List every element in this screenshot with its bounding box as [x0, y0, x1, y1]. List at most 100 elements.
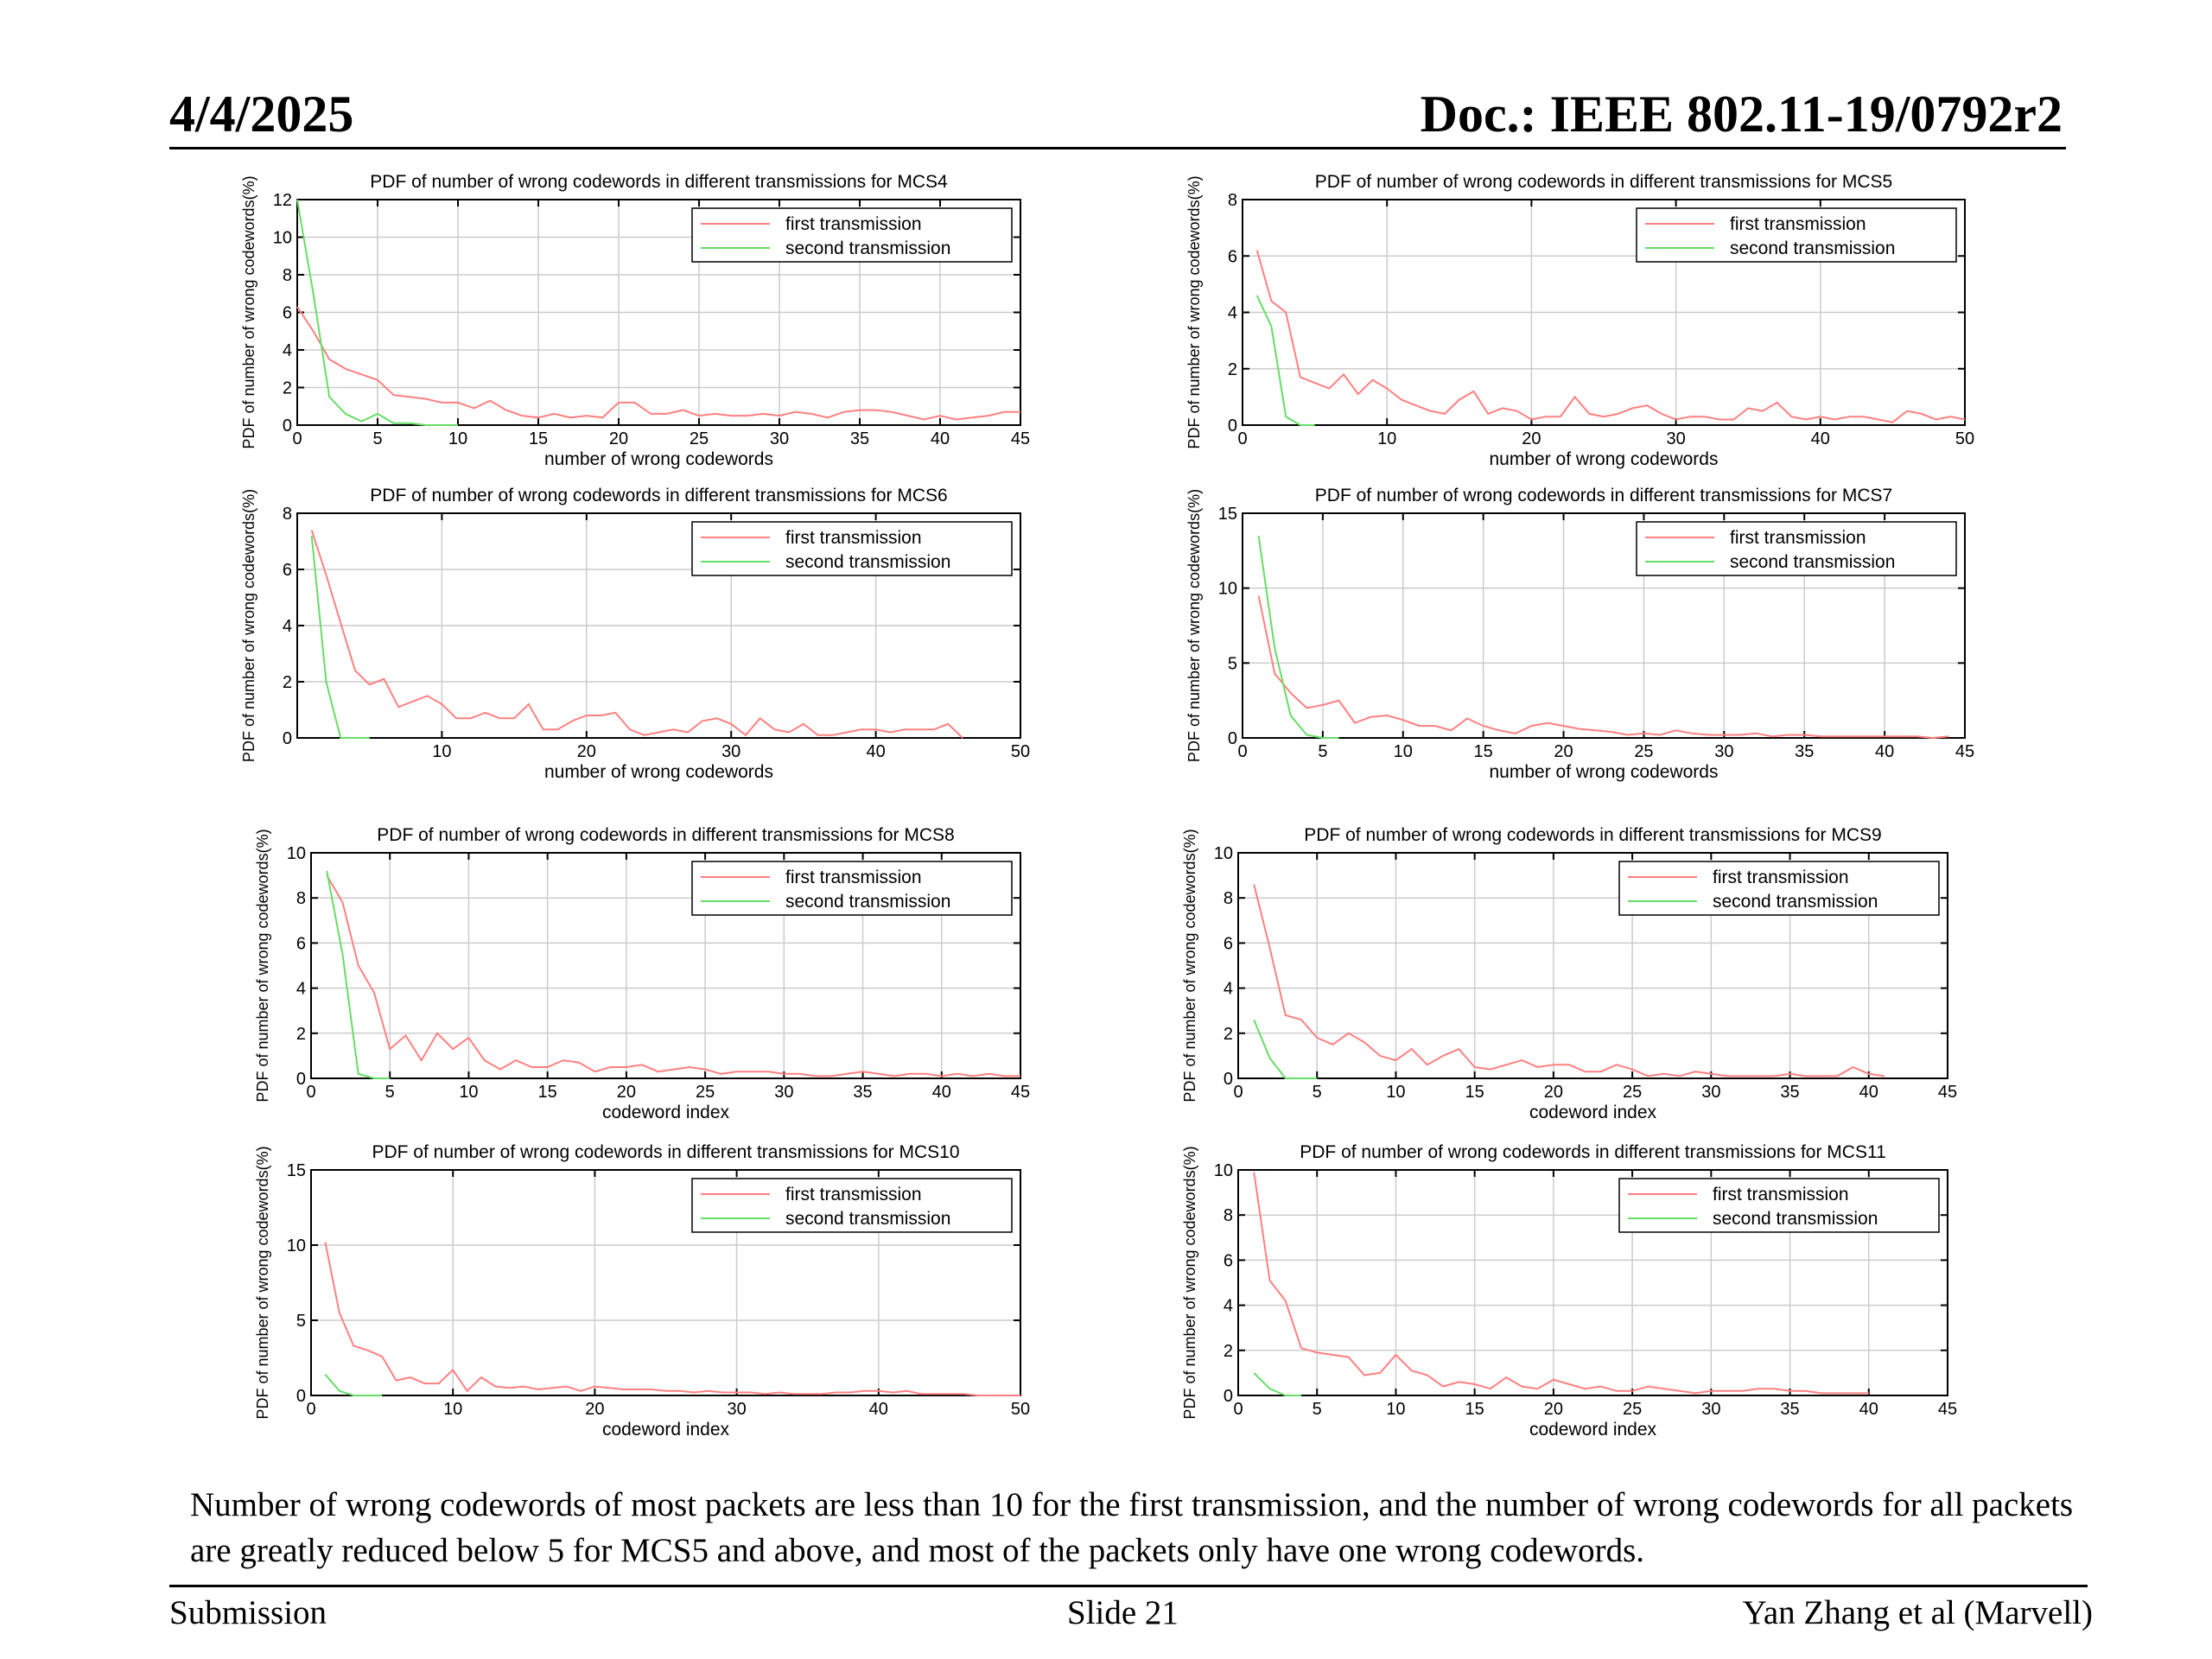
chart-title: PDF of number of wrong codewords in diff… — [1300, 1142, 1886, 1162]
y-tick-label: 6 — [1224, 1251, 1233, 1270]
x-tick-label: 20 — [1544, 1083, 1563, 1102]
x-tick-label: 20 — [617, 1083, 636, 1102]
footer-divider — [169, 1585, 2088, 1587]
y-tick-label: 15 — [287, 1161, 306, 1180]
y-tick-label: 2 — [1228, 360, 1237, 379]
legend-entry: first transmission — [1730, 528, 1866, 548]
chart-title: PDF of number of wrong codewords in diff… — [1304, 825, 1881, 845]
x-tick-label: 35 — [1780, 1083, 1799, 1102]
series-line-second-transmission — [1253, 1019, 1318, 1079]
series-line-second-transmission — [1255, 295, 1315, 426]
x-axis-label: codeword index — [1529, 1420, 1657, 1440]
axes-box — [1237, 1169, 1948, 1396]
x-tick-label: 30 — [1701, 1083, 1720, 1102]
y-tick-label: 4 — [283, 617, 292, 636]
x-tick-label: 10 — [1377, 429, 1396, 448]
x-tick-label: 25 — [690, 429, 709, 448]
x-tick-label: 35 — [1780, 1400, 1799, 1419]
legend-entry: second transmission — [1730, 552, 1895, 572]
x-tick-label: 30 — [721, 742, 741, 761]
footer-submission: Submission — [169, 1594, 327, 1631]
chart-8: 0 5 10 15 20 25 30 35 40 45 0 2 4 6 8 10 PDF of number o… — [1181, 1142, 1957, 1440]
x-tick-label: 50 — [1011, 742, 1030, 761]
series-line-first-transmission — [1253, 884, 1885, 1077]
y-tick-label: 5 — [1228, 654, 1237, 673]
legend-entry: first transmission — [785, 868, 922, 887]
chart-title: PDF of number of wrong codewords in diff… — [1315, 486, 1892, 505]
y-tick-label: 8 — [283, 266, 292, 285]
x-axis-label: number of wrong codewords — [544, 762, 773, 782]
x-tick-label: 10 — [1386, 1400, 1405, 1419]
x-tick-label: 25 — [1623, 1400, 1642, 1419]
summary-text: Number of wrong codewords of most packet… — [190, 1486, 2074, 1569]
x-tick-label: 45 — [1011, 429, 1030, 448]
x-tick-label: 5 — [385, 1083, 395, 1102]
x-tick-label: 0 — [1233, 1083, 1243, 1102]
x-tick-label: 45 — [1938, 1083, 1957, 1102]
x-tick-label: 5 — [1318, 742, 1327, 761]
legend-entry: second transmission — [1713, 1209, 1878, 1229]
legend-entry: first transmission — [785, 214, 922, 234]
x-tick-label: 50 — [1011, 1400, 1030, 1419]
y-tick-label: 2 — [296, 1025, 306, 1044]
x-tick-label: 45 — [1938, 1400, 1957, 1419]
x-tick-label: 20 — [1554, 742, 1573, 761]
x-axis-label: number of wrong codewords — [1490, 762, 1719, 782]
x-axis-label: codeword index — [602, 1103, 730, 1122]
x-tick-label: 25 — [1623, 1083, 1642, 1102]
x-tick-label: 10 — [1394, 742, 1413, 761]
series-line-first-transmission — [1253, 1172, 1869, 1395]
y-tick-label: 8 — [1224, 1206, 1233, 1225]
x-tick-label: 5 — [1313, 1083, 1322, 1102]
y-tick-label: 4 — [283, 341, 292, 360]
y-axis-label: PDF of number of wrong codewords(%) — [1181, 829, 1198, 1102]
x-tick-label: 35 — [850, 429, 869, 448]
y-tick-label: 10 — [287, 844, 306, 863]
y-tick-label: 10 — [1214, 844, 1233, 863]
y-tick-label: 2 — [283, 379, 292, 398]
legend-box — [1618, 1178, 1940, 1233]
chart-7: 0 10 20 30 40 50 0 5 10 15 PDF of number of wrong … — [254, 1142, 1030, 1440]
y-tick-label: 0 — [1228, 416, 1237, 435]
y-tick-label: 0 — [283, 729, 292, 748]
x-tick-label: 0 — [1237, 742, 1247, 761]
series-line-second-transmission — [1253, 1372, 1301, 1396]
x-tick-label: 40 — [869, 1400, 888, 1419]
x-tick-label: 15 — [1474, 742, 1493, 761]
x-tick-label: 25 — [696, 1083, 715, 1102]
y-tick-label: 0 — [296, 1070, 306, 1089]
x-tick-label: 10 — [459, 1083, 478, 1102]
y-axis-label: PDF of number of wrong codewords(%) — [254, 829, 271, 1102]
x-tick-label: 30 — [1714, 742, 1733, 761]
chart-5: 0 5 10 15 20 25 30 35 40 45 0 2 4 6 8 10 PDF of number o… — [254, 825, 1030, 1122]
x-tick-label: 40 — [866, 742, 885, 761]
x-tick-label: 10 — [432, 742, 451, 761]
y-tick-label: 8 — [1228, 191, 1237, 210]
legend-box — [691, 521, 1013, 576]
x-tick-label: 30 — [774, 1083, 793, 1102]
y-tick-label: 6 — [1228, 247, 1237, 266]
y-tick-label: 6 — [283, 561, 292, 580]
chart-title: PDF of number of wrong codewords in diff… — [370, 172, 948, 192]
legend-box — [1618, 861, 1940, 916]
x-tick-label: 15 — [1465, 1400, 1484, 1419]
x-tick-label: 20 — [1522, 429, 1541, 448]
legend-entry: second transmission — [785, 552, 950, 572]
x-tick-label: 45 — [1955, 742, 1974, 761]
y-tick-label: 2 — [1224, 1342, 1233, 1361]
x-tick-label: 40 — [1811, 429, 1830, 448]
chart-6: 0 5 10 15 20 25 30 35 40 45 0 2 4 6 8 10 PDF of number o… — [1181, 825, 1957, 1122]
series-line-first-transmission — [310, 530, 963, 739]
x-tick-label: 40 — [1875, 742, 1894, 761]
y-tick-label: 0 — [1224, 1387, 1233, 1406]
y-tick-label: 10 — [273, 229, 292, 248]
header-date: 4/4/2025 — [169, 86, 354, 143]
y-tick-label: 0 — [1228, 729, 1237, 748]
legend-entry: first transmission — [1730, 214, 1866, 234]
x-tick-label: 40 — [1859, 1083, 1878, 1102]
y-tick-label: 4 — [1224, 980, 1233, 999]
footer-author: Yan Zhang et al (Marvell) — [1742, 1594, 2093, 1631]
x-axis-label: number of wrong codewords — [1490, 449, 1719, 469]
y-tick-label: 2 — [1224, 1025, 1233, 1044]
